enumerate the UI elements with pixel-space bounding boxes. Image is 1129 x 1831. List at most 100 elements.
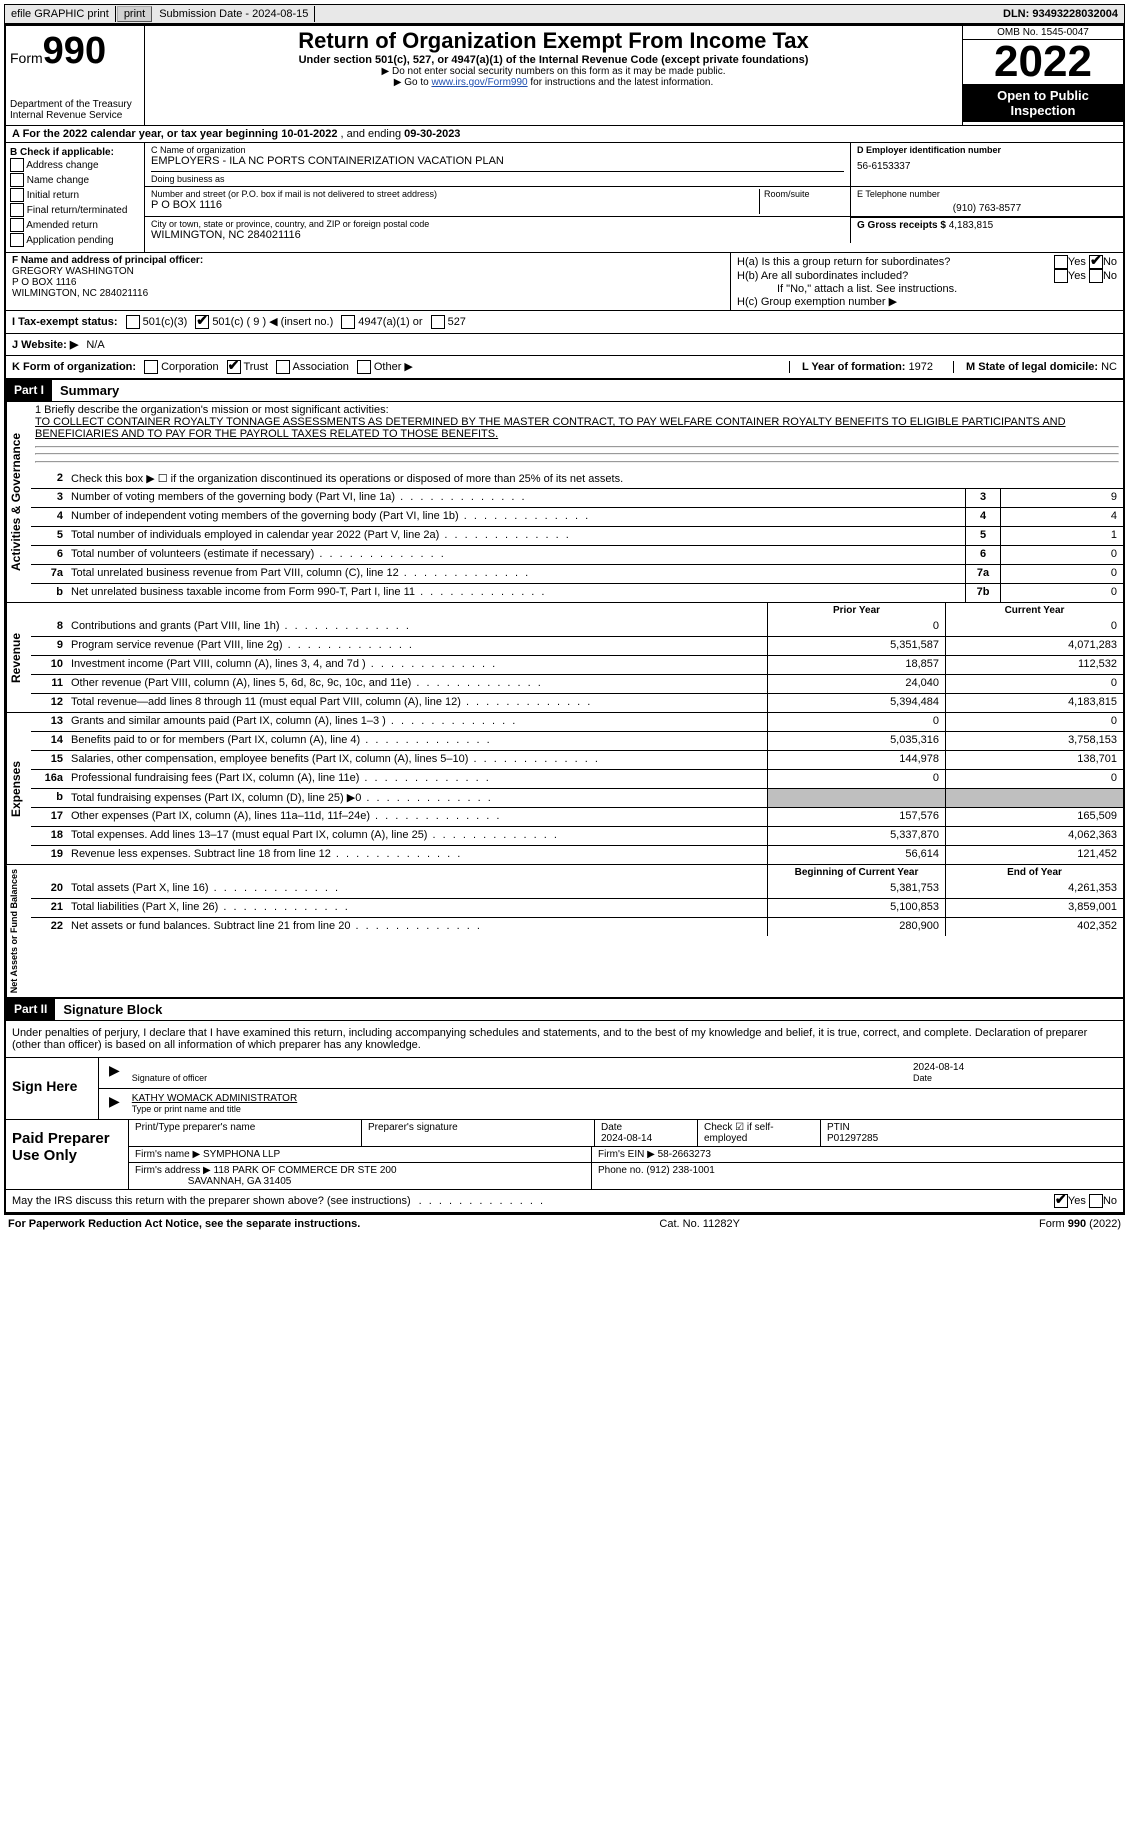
hdr-eoy: End of Year [945, 865, 1123, 880]
part1-badge: Part I [6, 380, 52, 401]
open-to-public: Open to Public Inspection [963, 84, 1123, 122]
ptin: P01297285 [827, 1133, 878, 1144]
tax-status-label: I Tax-exempt status: [12, 316, 118, 328]
ha-label: H(a) Is this a group return for subordin… [737, 256, 950, 268]
firm-ein: 58-2663273 [658, 1149, 711, 1160]
netassets-section: Net Assets or Fund Balances Beginning of… [6, 864, 1123, 997]
ein: 56-6153337 [857, 161, 1117, 172]
part1-header: Part I Summary [6, 378, 1123, 401]
vlabel-rev: Revenue [6, 603, 31, 712]
vlabel-net: Net Assets or Fund Balances [6, 865, 31, 997]
footer: For Paperwork Reduction Act Notice, see … [4, 1214, 1125, 1233]
dba-label: Doing business as [151, 174, 844, 184]
chk-final[interactable]: Final return/terminated [10, 203, 140, 218]
header-left: Form990 Department of the Treasury Inter… [6, 26, 145, 125]
submission-date: Submission Date - 2024-08-15 [153, 6, 315, 22]
officer-addr1: P O BOX 1116 [12, 277, 76, 288]
col-f: F Name and address of principal officer:… [6, 253, 731, 310]
section-bcd: B Check if applicable: Address change Na… [6, 142, 1123, 252]
vlabel-gov: Activities & Governance [6, 402, 31, 602]
ein-label: D Employer identification number [857, 145, 1001, 155]
k-label: K Form of organization: [12, 361, 136, 373]
room-label: Room/suite [760, 189, 844, 214]
col-h: H(a) Is this a group return for subordin… [731, 253, 1123, 310]
mission-text: TO COLLECT CONTAINER ROYALTY TONNAGE ASS… [35, 416, 1119, 440]
hc-label: H(c) Group exemption number ▶ [737, 295, 1117, 308]
foot-left: For Paperwork Reduction Act Notice, see … [8, 1218, 360, 1230]
expenses-section: Expenses 13Grants and similar amounts pa… [6, 712, 1123, 864]
prep-name-hdr: Print/Type preparer's name [129, 1120, 362, 1146]
header-right: OMB No. 1545-0047 2022 Open to Public In… [963, 26, 1123, 125]
state-domicile: NC [1101, 361, 1117, 373]
city-label: City or town, state or province, country… [151, 219, 844, 229]
row-j: J Website: ▶ N/A [6, 333, 1123, 355]
arrow-icon: ▶ [103, 1091, 126, 1117]
website: N/A [86, 339, 104, 351]
preparer-title: Paid Preparer Use Only [6, 1120, 129, 1189]
officer-addr2: WILMINGTON, NC 284021116 [12, 288, 148, 299]
activities-governance: Activities & Governance 1 Briefly descri… [6, 401, 1123, 602]
revenue-section: Revenue Prior YearCurrent Year 8Contribu… [6, 602, 1123, 712]
org-name-label: C Name of organization [151, 145, 844, 155]
mission-block: 1 Briefly describe the organization's mi… [31, 402, 1123, 470]
hb-label: H(b) Are all subordinates included? [737, 270, 908, 282]
h-note: If "No," attach a list. See instructions… [737, 283, 1117, 295]
chk-pending[interactable]: Application pending [10, 233, 140, 248]
foot-mid: Cat. No. 11282Y [659, 1218, 740, 1230]
dln: DLN: 93493228032004 [997, 6, 1124, 22]
gross-receipts: 4,183,815 [949, 220, 994, 231]
chk-amended[interactable]: Amended return [10, 218, 140, 233]
row-a: A For the 2022 calendar year, or tax yea… [6, 125, 1123, 142]
chk-address[interactable]: Address change [10, 158, 140, 173]
col-b: B Check if applicable: Address change Na… [6, 143, 145, 252]
foot-right: Form 990 (2022) [1039, 1218, 1121, 1230]
prep-selfemp: Check ☑ if self-employed [698, 1120, 821, 1146]
part1-title: Summary [52, 380, 127, 401]
chk-initial[interactable]: Initial return [10, 188, 140, 203]
arrow-icon: ▶ [103, 1060, 126, 1086]
addr: P O BOX 1116 [151, 199, 759, 211]
col-cd: C Name of organization EMPLOYERS - ILA N… [145, 143, 1123, 252]
header-mid: Return of Organization Exempt From Incom… [145, 26, 963, 125]
officer-name: GREGORY WASHINGTON [12, 266, 134, 277]
row-k: K Form of organization: Corporation Trus… [6, 355, 1123, 378]
discuss-row: May the IRS discuss this return with the… [6, 1189, 1123, 1212]
sign-here-label: Sign Here [6, 1058, 99, 1119]
firm-addr2: SAVANNAH, GA 31405 [188, 1176, 292, 1187]
form-number: 990 [43, 30, 106, 72]
prep-sig-hdr: Preparer's signature [362, 1120, 595, 1146]
city: WILMINGTON, NC 284021116 [151, 229, 844, 241]
officer-label: F Name and address of principal officer: [12, 255, 203, 266]
year-formation: 1972 [909, 361, 933, 373]
website-label: J Website: ▶ [12, 338, 78, 351]
header: Form990 Department of the Treasury Inter… [6, 26, 1123, 125]
print-button[interactable]: print [117, 6, 152, 22]
irs-link[interactable]: www.irs.gov/Form990 [431, 77, 527, 88]
form-title: Return of Organization Exempt From Incom… [151, 28, 956, 54]
mission-label: 1 Briefly describe the organization's mi… [35, 404, 1119, 416]
paid-preparer: Paid Preparer Use Only Print/Type prepar… [6, 1119, 1123, 1189]
phone-label: E Telephone number [857, 189, 1117, 199]
top-bar: efile GRAPHIC print print Submission Dat… [4, 4, 1125, 24]
hdr-curr: Current Year [945, 603, 1123, 618]
form-word: Form [10, 50, 43, 66]
tax-year: 2022 [963, 40, 1123, 84]
dept-label: Department of the Treasury Internal Reve… [10, 99, 140, 121]
sig-name: KATHY WOMACK ADMINISTRATOR [132, 1093, 297, 1104]
hdr-prior: Prior Year [767, 603, 945, 618]
part2-badge: Part II [6, 999, 55, 1020]
sign-here: Sign Here ▶ Signature of officer 2024-08… [6, 1057, 1123, 1119]
note-link: ▶ Go to www.irs.gov/Form990 for instruct… [151, 77, 956, 88]
prep-date: 2024-08-14 [601, 1133, 652, 1144]
firm-addr1: 118 PARK OF COMMERCE DR STE 200 [214, 1165, 397, 1176]
sig-date: 2024-08-14 [913, 1062, 964, 1073]
chk-name[interactable]: Name change [10, 173, 140, 188]
vlabel-exp: Expenses [6, 713, 31, 864]
discuss-text: May the IRS discuss this return with the… [12, 1195, 411, 1207]
row-i: I Tax-exempt status: 501(c)(3) 501(c) ( … [6, 310, 1123, 333]
declaration: Under penalties of perjury, I declare th… [6, 1020, 1123, 1057]
section-fh: F Name and address of principal officer:… [6, 252, 1123, 310]
phone: (910) 763-8577 [857, 203, 1117, 214]
form-container: Form990 Department of the Treasury Inter… [4, 24, 1125, 1214]
form-subtitle: Under section 501(c), 527, or 4947(a)(1)… [151, 54, 956, 66]
